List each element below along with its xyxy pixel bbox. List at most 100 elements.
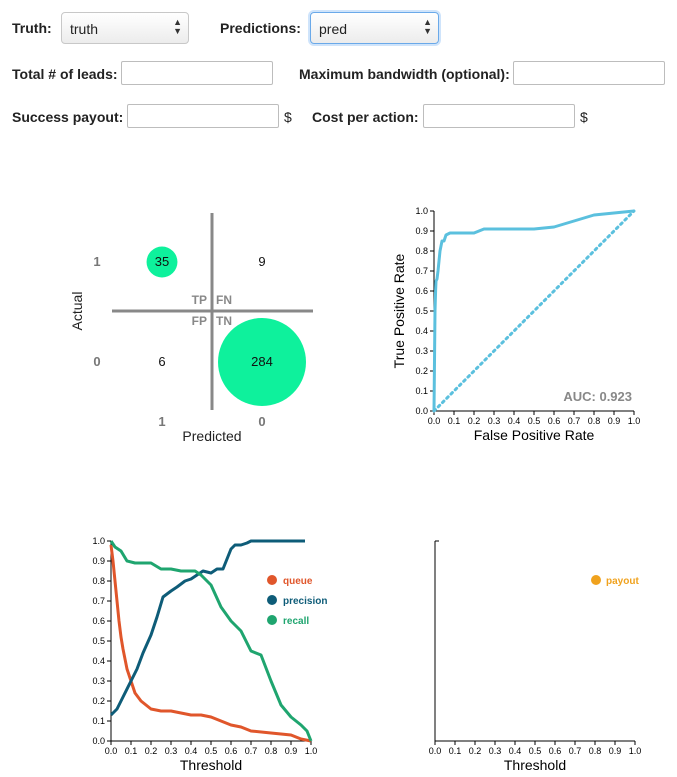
cell-value-tn: 284 xyxy=(251,354,273,369)
series-line-recall xyxy=(109,540,313,742)
x-tick-label: 0.3 xyxy=(489,746,502,756)
y-axis-label: True Positive Rate xyxy=(391,253,407,368)
y-tick-label: 0.4 xyxy=(92,656,105,666)
total-leads-input[interactable] xyxy=(121,61,273,85)
y-tick-label: 0.8 xyxy=(415,246,428,256)
x-tick-label: 0.8 xyxy=(588,416,601,426)
cell-bubble-tp xyxy=(146,246,178,278)
x-tick-label: 0.9 xyxy=(609,746,622,756)
success-payout-label: Success payout: xyxy=(12,109,124,125)
cell-value-tp: 35 xyxy=(155,254,169,269)
y-tick-label: 0.3 xyxy=(92,676,105,686)
x-tick-label: 0.7 xyxy=(568,416,581,426)
quadrant-label: FP xyxy=(192,314,207,328)
x-tick-label: 0.0 xyxy=(105,746,118,756)
x-tick-label: 0.5 xyxy=(205,746,218,756)
y-tick-label: 0.1 xyxy=(92,716,105,726)
x-tick-label: 0.1 xyxy=(449,746,462,756)
quadrant-label: TN xyxy=(216,314,232,328)
x-tick-label: 0.5 xyxy=(529,746,542,756)
bandwidth-input[interactable] xyxy=(513,61,665,85)
x-axis-label: Threshold xyxy=(504,757,566,773)
x-tick-label: 0.9 xyxy=(608,416,621,426)
auc-annotation: AUC: 0.923 xyxy=(563,389,632,404)
col-label: 0 xyxy=(258,414,265,429)
legend-marker-precision xyxy=(267,595,277,605)
x-tick-label: 0.4 xyxy=(185,746,198,756)
x-tick-label: 0.6 xyxy=(225,746,238,756)
y-tick-label: 0.0 xyxy=(415,406,428,416)
legend-marker-queue xyxy=(267,575,277,585)
y-tick-label: 0.5 xyxy=(415,306,428,316)
y-tick-label: 0.0 xyxy=(92,736,105,746)
x-tick-label: 0.2 xyxy=(468,416,481,426)
y-tick-label: 0.4 xyxy=(415,326,428,336)
legend-label-precision: precision xyxy=(283,596,327,607)
y-tick-label: 0.7 xyxy=(92,596,105,606)
y-tick-label: 0.2 xyxy=(92,696,105,706)
x-tick-label: 1.0 xyxy=(628,416,641,426)
x-tick-label: 0.0 xyxy=(428,416,441,426)
series-line-queue xyxy=(109,544,312,743)
y-tick-label: 0.7 xyxy=(415,266,428,276)
select-arrows-icon: ▲ ▼ xyxy=(173,17,182,36)
y-tick-label: 0.2 xyxy=(415,366,428,376)
col-label: 1 xyxy=(158,414,165,429)
total-leads-label: Total # of leads: xyxy=(12,66,118,82)
roc-curve xyxy=(432,209,635,412)
legend-marker-payout xyxy=(591,575,601,585)
x-tick-label: 0.0 xyxy=(429,746,442,756)
legend-label-payout: payout xyxy=(606,576,639,587)
cost-per-action-label: Cost per action: xyxy=(312,109,419,125)
row-label: 0 xyxy=(93,354,100,369)
x-tick-label: 0.4 xyxy=(509,746,522,756)
predictions-select[interactable]: pred ▲ ▼ xyxy=(310,12,439,44)
x-axis-label: False Positive Rate xyxy=(474,427,595,443)
success-payout-currency: $ xyxy=(284,109,292,125)
x-tick-label: 0.4 xyxy=(508,416,521,426)
x-axis-label: Predicted xyxy=(182,428,241,444)
y-tick-label: 1.0 xyxy=(92,536,105,546)
row-label: 1 xyxy=(93,254,100,269)
cell-value-fp: 6 xyxy=(158,354,165,369)
series-line-precision xyxy=(109,539,305,717)
legend-marker-recall xyxy=(267,615,277,625)
quadrant-label: TP xyxy=(192,293,207,307)
x-tick-label: 0.3 xyxy=(165,746,178,756)
truth-select[interactable]: truth ▲ ▼ xyxy=(61,12,189,44)
y-tick-label: 0.1 xyxy=(415,386,428,396)
success-payout-input[interactable] xyxy=(127,104,279,128)
y-axis-label: Actual xyxy=(69,292,85,331)
y-tick-label: 0.9 xyxy=(92,556,105,566)
x-tick-label: 0.7 xyxy=(569,746,582,756)
x-tick-label: 0.6 xyxy=(548,416,561,426)
x-tick-label: 0.8 xyxy=(265,746,278,756)
x-tick-label: 0.1 xyxy=(125,746,138,756)
y-tick-label: 0.8 xyxy=(92,576,105,586)
cost-per-action-input[interactable] xyxy=(423,104,575,128)
bandwidth-label: Maximum bandwidth (optional): xyxy=(299,66,510,82)
x-tick-label: 0.8 xyxy=(589,746,602,756)
y-tick-label: 0.6 xyxy=(92,616,105,626)
legend-label-recall: recall xyxy=(283,616,309,627)
x-tick-label: 0.9 xyxy=(285,746,298,756)
truth-select-value: truth xyxy=(70,21,99,37)
x-tick-label: 0.6 xyxy=(549,746,562,756)
x-tick-label: 0.2 xyxy=(145,746,158,756)
y-tick-label: 0.9 xyxy=(415,226,428,236)
y-tick-label: 1.0 xyxy=(415,206,428,216)
y-tick-label: 0.3 xyxy=(415,346,428,356)
legend-label-queue: queue xyxy=(283,576,313,587)
diagonal-reference-line xyxy=(432,209,636,413)
y-tick-label: 0.6 xyxy=(415,286,428,296)
x-tick-label: 1.0 xyxy=(629,746,642,756)
predictions-label: Predictions: xyxy=(220,20,301,36)
quadrant-label: FN xyxy=(216,293,232,307)
x-tick-label: 0.5 xyxy=(528,416,541,426)
x-tick-label: 0.3 xyxy=(488,416,501,426)
x-tick-label: 1.0 xyxy=(305,746,318,756)
select-arrows-icon: ▲ ▼ xyxy=(423,17,432,36)
cell-value-fn: 9 xyxy=(258,254,265,269)
cost-per-action-currency: $ xyxy=(580,109,588,125)
